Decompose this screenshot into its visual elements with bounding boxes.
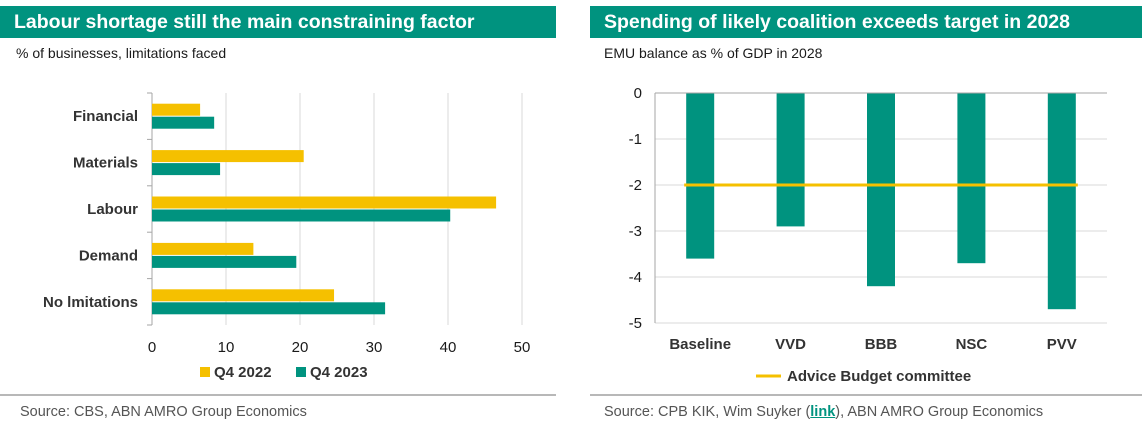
x-tick-label: 10 (218, 339, 235, 356)
left-source-note: Source: CBS, ABN AMRO Group Economics (20, 404, 307, 420)
left-chart-panel: Labour shortage still the main constrain… (0, 0, 558, 433)
bar-q4-2022-demand (152, 242, 254, 255)
bar-nsc (957, 93, 986, 264)
legend-label-q4-2022: Q4 2022 (214, 364, 272, 381)
source-link[interactable]: link (810, 404, 836, 420)
category-label-materials: Materials (73, 155, 138, 172)
y-tick-label: -2 (629, 177, 642, 194)
bar-q4-2022-labour (152, 196, 497, 209)
right-source-prefix: Source: CPB KIK, Wim Suyker ( (604, 404, 811, 420)
left-chart-title: Labour shortage still the main constrain… (0, 6, 556, 38)
category-label-financial: Financial (73, 108, 138, 125)
category-label-labour: Labour (87, 201, 138, 218)
legend-swatch-q4-2022 (200, 367, 210, 377)
right-chart-panel: Spending of likely coalition exceeds tar… (590, 0, 1146, 433)
category-label-pvv: PVV (1047, 336, 1077, 353)
right-source-note: Source: CPB KIK, Wim Suyker (link), ABN … (604, 404, 1043, 420)
bar-q4-2023-financial (152, 116, 215, 129)
legend-label-q4-2023: Q4 2023 (310, 364, 368, 381)
bar-baseline (686, 93, 715, 259)
legend-swatch-q4-2023 (296, 367, 306, 377)
left-divider (0, 394, 556, 396)
bar-q4-2022-materials (152, 150, 304, 163)
x-tick-label: 30 (366, 339, 383, 356)
legend-label-advice-budget-committee: Advice Budget committee (787, 368, 971, 385)
x-tick-label: 50 (514, 339, 531, 356)
category-label-bbb: BBB (865, 336, 898, 353)
right-divider (590, 394, 1142, 396)
x-tick-label: 40 (440, 339, 457, 356)
right-chart-title: Spending of likely coalition exceeds tar… (590, 6, 1142, 38)
y-tick-label: -3 (629, 223, 642, 240)
bar-pvv (1047, 93, 1076, 310)
bar-q4-2023-labour (152, 209, 451, 222)
category-label-vvd: VVD (775, 336, 806, 353)
left-chart-subtitle: % of businesses, limitations faced (16, 45, 227, 61)
category-label-baseline: Baseline (669, 336, 731, 353)
bar-q4-2023-no-lmitations (152, 302, 386, 315)
bar-q4-2023-materials (152, 163, 221, 176)
right-source-suffix: ), ABN AMRO Group Economics (835, 404, 1044, 420)
left-bar-chart: Financial Materials Labour Demand No lmitati… (43, 92, 531, 381)
bar-q4-2022-financial (152, 103, 201, 116)
bar-bbb (867, 93, 895, 287)
y-tick-label: -1 (629, 131, 642, 148)
right-bar-chart: 0 -1 -2 -3 -4 -5 Baseline VVD BBB NSC PVV Advice Bu… (629, 85, 1107, 385)
x-tick-label: 20 (292, 339, 309, 356)
bar-q4-2023-demand (152, 255, 297, 268)
y-tick-label: -4 (629, 269, 642, 286)
category-label-no-lmitations: No lmitations (43, 294, 138, 311)
bar-vvd (776, 93, 805, 227)
x-tick-label: 0 (148, 339, 156, 356)
category-label-nsc: NSC (956, 336, 988, 353)
right-chart-subtitle: EMU balance as % of GDP in 2028 (604, 45, 823, 61)
bar-q4-2022-no-lmitations (152, 289, 335, 302)
y-tick-label: -5 (629, 315, 642, 332)
category-label-demand: Demand (79, 247, 138, 264)
y-tick-label: 0 (634, 85, 642, 102)
